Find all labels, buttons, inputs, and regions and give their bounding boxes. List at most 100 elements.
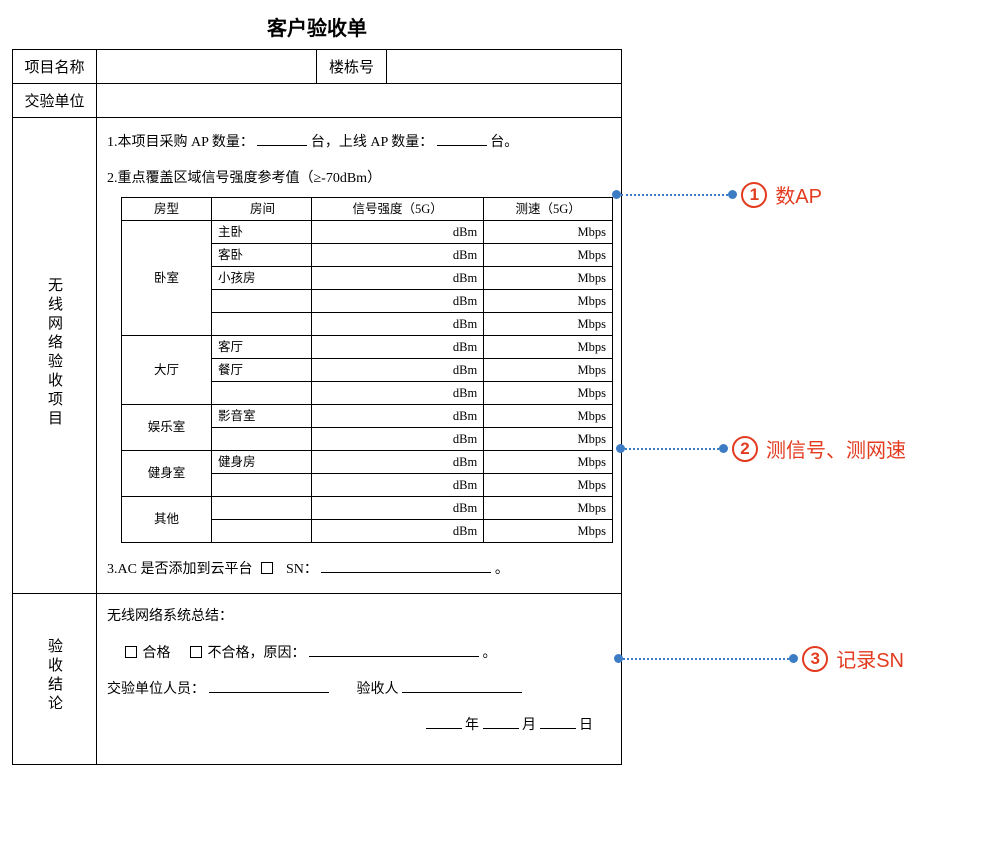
callout-number: 3 [802,646,828,672]
room-cell [212,496,312,519]
room-cell: 影音室 [212,404,312,427]
signal-cell: dBm [312,427,484,450]
signatures-row: 交验单位人员： 验收人 [107,679,611,701]
pass-fail-row: 合格 不合格，原因： 。 [107,643,611,665]
callout-label: 数AP [775,180,822,209]
callout-number: 2 [732,436,758,462]
fail-reason-blank [309,643,479,657]
room-cell: 客厅 [212,335,312,358]
room-cell: 健身房 [212,450,312,473]
cloud-checkbox[interactable] [261,562,273,574]
speed-cell: Mbps [484,266,613,289]
signal-cell: dBm [312,266,484,289]
signal-ref-line: 2.重点覆盖区域信号强度参考值（≥-70dBm） [107,168,611,190]
outer-table: 项目名称 楼栋号 交验单位 无线网络验收项目 1.本项目采购 AP 数量： [12,49,622,765]
building-no-value [387,50,622,84]
room-type-cell: 卧室 [122,220,212,335]
table-row: 娱乐室影音室dBmMbps [122,404,613,427]
speed-cell: Mbps [484,496,613,519]
signal-cell: dBm [312,358,484,381]
speed-cell: Mbps [484,473,613,496]
room-cell [212,427,312,450]
building-no-label: 楼栋号 [317,50,387,84]
year-blank [426,715,462,729]
speed-cell: Mbps [484,519,613,542]
signal-cell: dBm [312,312,484,335]
summary-label: 无线网络系统总结： [107,606,611,628]
pass-checkbox[interactable] [125,646,137,658]
signal-cell: dBm [312,243,484,266]
staff-blank [209,679,329,693]
signal-cell: dBm [312,381,484,404]
callout-number: 1 [741,182,767,208]
callout-line [621,194,728,196]
table-row: 大厅客厅dBmMbps [122,335,613,358]
room-cell: 主卧 [212,220,312,243]
col-room: 房间 [212,197,312,220]
room-cell: 客卧 [212,243,312,266]
callout-dot-icon [789,654,798,663]
fail-checkbox[interactable] [190,646,202,658]
table-row: 其他dBmMbps [122,496,613,519]
speed-cell: Mbps [484,243,613,266]
inspect-unit-value [97,84,622,118]
room-cell: 小孩房 [212,266,312,289]
signal-cell: dBm [312,450,484,473]
month-blank [483,715,519,729]
room-cell [212,473,312,496]
conclusion-content: 无线网络系统总结： 合格 不合格，原因： 。 交验单位人员： [97,594,622,765]
room-type-cell: 娱乐室 [122,404,212,450]
speed-cell: Mbps [484,220,613,243]
signal-cell: dBm [312,220,484,243]
conclusion-section-label: 验收结论 [13,594,97,765]
acceptor-blank [402,679,522,693]
room-cell [212,289,312,312]
signal-cell: dBm [312,335,484,358]
day-blank [540,715,576,729]
room-type-cell: 健身室 [122,450,212,496]
room-cell [212,381,312,404]
date-row: 年 月 日 [107,715,611,737]
project-name-value [97,50,317,84]
callout-label: 记录SN [836,644,904,673]
annotation-callout: 2 测信号、测网速 [616,434,906,463]
signal-cell: dBm [312,289,484,312]
room-type-cell: 其他 [122,496,212,542]
room-cell: 餐厅 [212,358,312,381]
callout-line [625,448,719,450]
signal-cell: dBm [312,404,484,427]
annotation-callout: 1 数AP [612,180,822,209]
col-speed: 测速（5G） [484,197,613,220]
callout-dot-icon [728,190,737,199]
project-name-label: 项目名称 [13,50,97,84]
signal-table: 房型 房间 信号强度（5G） 测速（5G） 卧室主卧dBmMbps客卧dBmMb… [121,197,613,543]
online-ap-blank [437,132,487,146]
wireless-section-label: 无线网络验收项目 [13,118,97,594]
acceptance-form: 客户验收单 项目名称 楼栋号 交验单位 [12,12,622,765]
callout-dot-icon [719,444,728,453]
speed-cell: Mbps [484,335,613,358]
ac-cloud-line: 3.AC 是否添加到云平台 SN： 。 [107,559,611,581]
table-row: 卧室主卧dBmMbps [122,220,613,243]
speed-cell: Mbps [484,358,613,381]
purchased-ap-blank [257,132,307,146]
ap-count-line: 1.本项目采购 AP 数量： 台，上线 AP 数量： 台。 [107,132,611,154]
signal-cell: dBm [312,496,484,519]
speed-cell: Mbps [484,289,613,312]
callout-line [623,658,789,660]
wireless-section-content: 1.本项目采购 AP 数量： 台，上线 AP 数量： 台。 2.重点覆盖区域信号… [97,118,622,594]
signal-cell: dBm [312,473,484,496]
col-signal: 信号强度（5G） [312,197,484,220]
room-cell [212,312,312,335]
annotation-callout: 3 记录SN [614,644,904,673]
form-title: 客户验收单 [12,12,622,41]
callout-label: 测信号、测网速 [766,434,906,463]
col-room-type: 房型 [122,197,212,220]
speed-cell: Mbps [484,381,613,404]
table-row: 健身室健身房dBmMbps [122,450,613,473]
sn-blank [321,559,491,573]
speed-cell: Mbps [484,404,613,427]
inspect-unit-label: 交验单位 [13,84,97,118]
signal-cell: dBm [312,519,484,542]
speed-cell: Mbps [484,450,613,473]
